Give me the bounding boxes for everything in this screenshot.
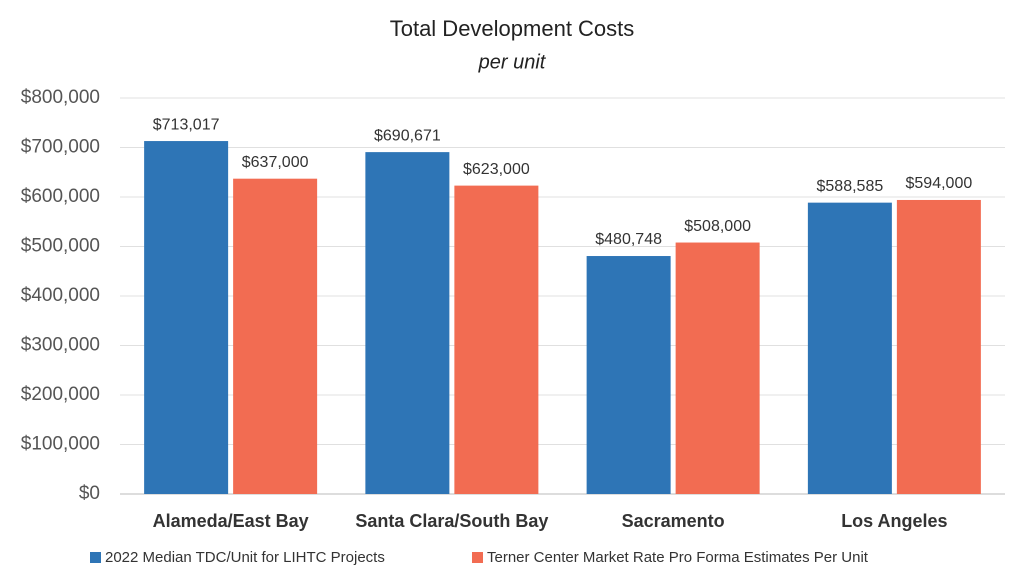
bar bbox=[144, 141, 229, 494]
y-tick-label: $0 bbox=[79, 483, 100, 504]
x-tick-label: Alameda/East Bay bbox=[153, 511, 309, 531]
y-tick-label: $400,000 bbox=[21, 285, 100, 306]
legend-label: 2022 Median TDC/Unit for LIHTC Projects bbox=[105, 549, 385, 566]
value-label: $508,000 bbox=[684, 218, 751, 235]
legend-swatch bbox=[90, 552, 101, 563]
bar bbox=[675, 242, 760, 494]
value-label: $690,671 bbox=[374, 127, 441, 144]
chart-title: Total Development Costs bbox=[390, 16, 635, 41]
value-label: $594,000 bbox=[906, 175, 973, 192]
y-tick-label: $200,000 bbox=[21, 384, 100, 405]
y-tick-label: $800,000 bbox=[21, 87, 100, 108]
y-tick-label: $100,000 bbox=[21, 434, 100, 455]
y-tick-label: $300,000 bbox=[21, 335, 100, 356]
bar bbox=[454, 185, 539, 495]
bar bbox=[807, 202, 892, 494]
legend-label: Terner Center Market Rate Pro Forma Esti… bbox=[487, 549, 869, 566]
legend-swatch bbox=[472, 552, 483, 563]
y-tick-label: $700,000 bbox=[21, 137, 100, 158]
y-tick-label: $600,000 bbox=[21, 186, 100, 207]
x-tick-label: Los Angeles bbox=[841, 511, 947, 531]
bar bbox=[896, 199, 981, 494]
bar bbox=[233, 178, 318, 494]
value-label: $480,748 bbox=[595, 231, 662, 248]
x-tick-label: Sacramento bbox=[622, 511, 725, 531]
value-label: $713,017 bbox=[153, 116, 220, 133]
y-tick-label: $500,000 bbox=[21, 236, 100, 257]
chart-subtitle: per unit bbox=[478, 51, 547, 73]
value-label: $588,585 bbox=[817, 178, 884, 195]
bar bbox=[365, 152, 450, 494]
value-label: $623,000 bbox=[463, 161, 530, 178]
bar bbox=[586, 256, 671, 494]
value-label: $637,000 bbox=[242, 154, 309, 171]
x-tick-label: Santa Clara/South Bay bbox=[355, 511, 548, 531]
